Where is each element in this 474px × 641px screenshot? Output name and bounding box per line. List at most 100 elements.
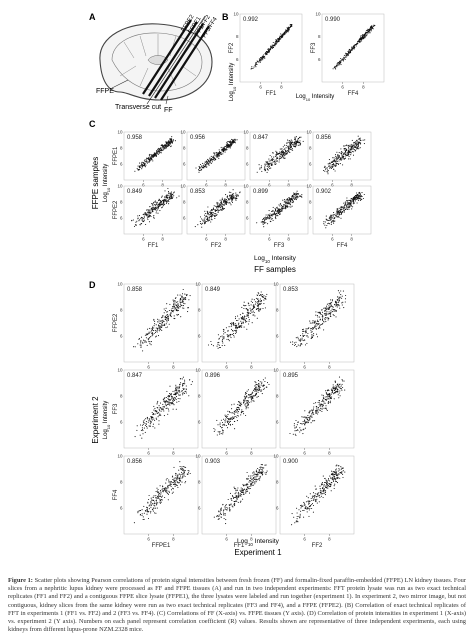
scatter-point bbox=[337, 386, 339, 388]
scatter-point bbox=[319, 324, 321, 326]
scatter-point bbox=[321, 400, 323, 403]
scatter-point bbox=[355, 143, 357, 146]
scatter-point bbox=[141, 427, 143, 429]
scatter-point bbox=[234, 316, 237, 318]
scatter-point bbox=[217, 203, 219, 205]
scatter-point bbox=[153, 153, 155, 155]
scatter-point bbox=[152, 508, 154, 510]
scatter-point bbox=[201, 222, 204, 224]
scatter-point bbox=[330, 388, 332, 390]
scatter-point bbox=[348, 208, 350, 210]
scatter-point bbox=[312, 408, 315, 410]
scatter-point bbox=[187, 469, 189, 472]
scatter-point bbox=[158, 327, 160, 329]
scatter-point bbox=[222, 208, 224, 211]
scatter-point bbox=[212, 207, 214, 209]
scatter-point bbox=[243, 316, 245, 319]
scatter-point bbox=[293, 423, 295, 425]
scatter-point bbox=[332, 68, 334, 70]
scatter-point bbox=[282, 146, 284, 148]
scatter-point bbox=[284, 200, 286, 202]
scatter-point bbox=[161, 326, 163, 328]
scatter-point bbox=[233, 336, 235, 338]
scatter-point bbox=[276, 210, 278, 213]
scatter-point bbox=[169, 393, 171, 395]
scatter-point bbox=[265, 222, 267, 224]
scatter-point bbox=[271, 163, 273, 165]
scatter-point bbox=[212, 156, 214, 158]
scatter-point bbox=[156, 490, 158, 492]
scatter-point bbox=[248, 394, 250, 396]
scatter-point bbox=[167, 397, 169, 400]
scatter-point bbox=[345, 154, 348, 156]
scatter-point bbox=[225, 506, 227, 509]
scatter-point bbox=[262, 54, 265, 56]
y-tick-label: 10 bbox=[233, 12, 239, 17]
scatter-point bbox=[159, 210, 161, 212]
scatter-point bbox=[338, 156, 340, 158]
scatter-point bbox=[343, 202, 345, 204]
scatter-point bbox=[222, 342, 224, 344]
scatter-point bbox=[361, 192, 363, 194]
scatter-point bbox=[200, 169, 202, 171]
scatter-point bbox=[162, 145, 164, 147]
scatter-point bbox=[292, 343, 294, 345]
scatter-point bbox=[312, 320, 314, 322]
scatter-point bbox=[179, 484, 182, 486]
scatter-point bbox=[218, 431, 220, 433]
scatter-point bbox=[168, 323, 170, 325]
scatter-point bbox=[291, 524, 293, 526]
scatter-point bbox=[316, 315, 318, 317]
scatter-point bbox=[317, 413, 319, 415]
scatter-point bbox=[324, 318, 326, 320]
scatter-point bbox=[296, 424, 298, 426]
scatter-point bbox=[179, 306, 181, 308]
scatter-point bbox=[334, 300, 336, 302]
y-tick-label: 10 bbox=[117, 454, 123, 459]
scatter-point bbox=[165, 143, 167, 145]
scatter-point bbox=[277, 208, 279, 210]
scatter-point bbox=[333, 218, 335, 220]
scatter-point bbox=[329, 402, 331, 404]
correlation-value: 0.992 bbox=[243, 17, 259, 23]
scatter-point bbox=[311, 327, 313, 330]
scatter-point bbox=[267, 164, 269, 166]
scatter-point bbox=[239, 324, 241, 327]
scatter-point bbox=[147, 211, 150, 213]
scatter-point bbox=[281, 210, 283, 212]
scatter-point bbox=[258, 164, 260, 166]
scatter-point bbox=[142, 217, 145, 220]
scatter-point bbox=[352, 148, 354, 150]
scatter-point bbox=[250, 398, 252, 400]
scatter-point bbox=[359, 195, 361, 197]
subplot-frame bbox=[123, 131, 183, 181]
scatter-point bbox=[164, 400, 166, 402]
scatter-point bbox=[181, 466, 183, 468]
scatter-point bbox=[143, 512, 145, 514]
scatter-point bbox=[150, 510, 152, 512]
scatter-point bbox=[178, 394, 180, 396]
scatter-point bbox=[136, 167, 138, 169]
scatter-point bbox=[216, 154, 218, 157]
scatter-point bbox=[339, 158, 341, 160]
scatter-point bbox=[156, 206, 158, 208]
x-sample-label: FF1 bbox=[148, 243, 159, 249]
scatter-point bbox=[325, 168, 327, 170]
scatter-point bbox=[344, 301, 346, 303]
scatter-point bbox=[260, 466, 262, 468]
scatter-point bbox=[351, 139, 353, 141]
scatter-point bbox=[157, 492, 159, 494]
y-tick-label: 10 bbox=[117, 368, 123, 373]
scatter-point bbox=[214, 214, 216, 216]
scatter-point bbox=[184, 383, 186, 385]
scatter-point bbox=[170, 197, 172, 200]
scatter-point bbox=[224, 424, 226, 426]
scatter-point bbox=[140, 341, 142, 343]
scatter-point bbox=[225, 203, 228, 205]
scatter-point bbox=[303, 502, 305, 504]
scatter-point bbox=[244, 316, 246, 318]
scatter-point bbox=[254, 64, 256, 66]
scatter-point bbox=[147, 216, 149, 218]
scatter-point bbox=[236, 414, 238, 417]
